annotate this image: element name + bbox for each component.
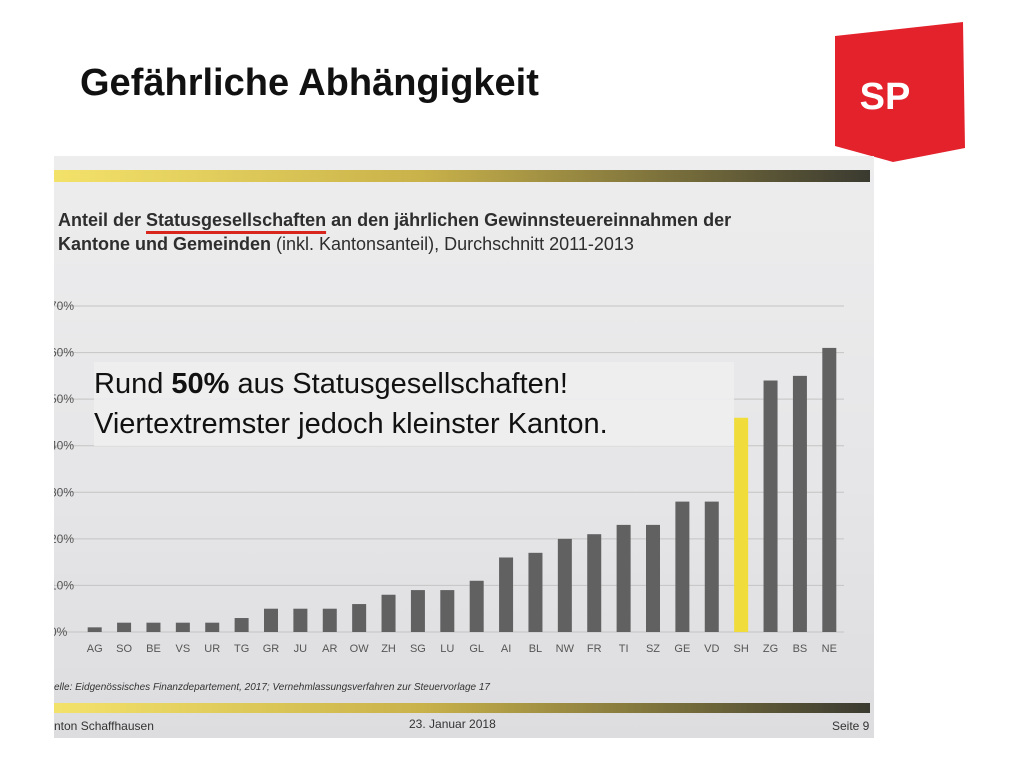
x-tick-label: AI xyxy=(501,643,511,655)
bar xyxy=(87,627,102,632)
bar xyxy=(587,534,602,632)
y-tick-label: 50% xyxy=(54,392,74,406)
sp-logo: SP xyxy=(835,22,965,162)
x-tick-label: LU xyxy=(440,643,454,655)
bar xyxy=(234,618,249,632)
x-tick-label: GE xyxy=(674,643,690,655)
chart-photo: Anteil der Statusgesellschaften an den j… xyxy=(54,156,874,738)
x-tick-label: UR xyxy=(204,643,220,655)
y-tick-label: 10% xyxy=(54,578,74,592)
bar xyxy=(117,622,132,632)
x-tick-label: TG xyxy=(234,643,249,655)
bar xyxy=(205,622,220,632)
footer-date: 23. Januar 2018 xyxy=(409,717,496,731)
bar xyxy=(675,501,690,632)
bar xyxy=(734,417,749,632)
bar xyxy=(822,347,837,632)
sp-logo-shape xyxy=(835,22,965,162)
annotation-note: Rund 50% aus Statusgesellschaften! Viert… xyxy=(94,362,734,446)
x-tick-label: TI xyxy=(619,643,629,655)
bar xyxy=(499,557,514,632)
y-tick-label: 20% xyxy=(54,532,74,546)
note-line-2: Viertextremster jedoch kleinster Kanton. xyxy=(94,408,608,440)
bar xyxy=(792,375,807,632)
x-tick-label: BS xyxy=(793,643,808,655)
bar xyxy=(616,524,631,632)
bar xyxy=(410,590,425,632)
x-tick-label: NE xyxy=(822,643,837,655)
x-tick-label: OW xyxy=(350,643,370,655)
x-tick-label: AG xyxy=(87,643,103,655)
bar xyxy=(704,501,719,632)
note-bold-value: 50% xyxy=(171,368,230,400)
bar xyxy=(469,580,484,632)
bar xyxy=(146,622,161,632)
footer-left: nton Schaffhausen xyxy=(54,719,154,733)
bar xyxy=(381,594,396,632)
note-suffix: aus Statusgesellschaften! xyxy=(229,368,568,400)
chart-title-part-4: Kantone und Gemeinden xyxy=(58,234,272,254)
bar xyxy=(293,608,308,632)
chart-title-part-5: (inkl. Kantonsanteil), Durchschnitt 2011… xyxy=(271,234,634,254)
x-tick-label: FR xyxy=(587,643,602,655)
x-tick-label: SG xyxy=(410,643,426,655)
photo-bottom-stripe xyxy=(54,703,870,713)
x-tick-label: BL xyxy=(529,643,542,655)
bar xyxy=(763,380,778,632)
chart-title: Anteil der Statusgesellschaften an den j… xyxy=(58,208,848,256)
x-tick-label: JU xyxy=(294,643,308,655)
bar xyxy=(322,608,337,632)
sp-logo-text: SP xyxy=(860,76,911,118)
x-tick-label: VD xyxy=(704,643,719,655)
y-tick-label: 60% xyxy=(54,346,74,360)
x-tick-label: AR xyxy=(322,643,337,655)
x-tick-label: GL xyxy=(469,643,484,655)
bar xyxy=(352,604,367,632)
slide-title: Gefährliche Abhängigkeit xyxy=(80,62,539,104)
x-tick-label: SZ xyxy=(646,643,660,655)
bar xyxy=(557,538,572,632)
x-tick-label: ZH xyxy=(381,643,396,655)
bar xyxy=(528,552,543,632)
x-tick-label: NW xyxy=(556,643,575,655)
bar xyxy=(440,590,455,632)
y-tick-label: 70% xyxy=(54,299,74,313)
x-tick-label: ZG xyxy=(763,643,778,655)
bar xyxy=(175,622,190,632)
source-note: elle: Eidgenössisches Finanzdepartement,… xyxy=(54,682,490,693)
y-tick-label: 40% xyxy=(54,439,74,453)
chart-title-underlined: Statusgesellschaften xyxy=(146,210,327,230)
y-tick-label: 0% xyxy=(54,625,68,639)
x-tick-label: SH xyxy=(734,643,749,655)
footer-page: Seite 9 xyxy=(832,719,870,733)
x-tick-label: VS xyxy=(176,643,191,655)
x-tick-label: BE xyxy=(146,643,161,655)
x-tick-label: GR xyxy=(263,643,280,655)
note-prefix: Rund xyxy=(94,368,172,400)
y-tick-label: 30% xyxy=(54,485,74,499)
bar xyxy=(646,524,660,632)
photo-top-stripe xyxy=(54,170,870,182)
chart-title-part-1: Anteil der xyxy=(58,210,147,230)
x-tick-label: SO xyxy=(116,643,132,655)
chart-title-part-3: an den jährlichen Gewinnsteuereinnahmen … xyxy=(326,210,732,230)
bar xyxy=(264,608,278,632)
